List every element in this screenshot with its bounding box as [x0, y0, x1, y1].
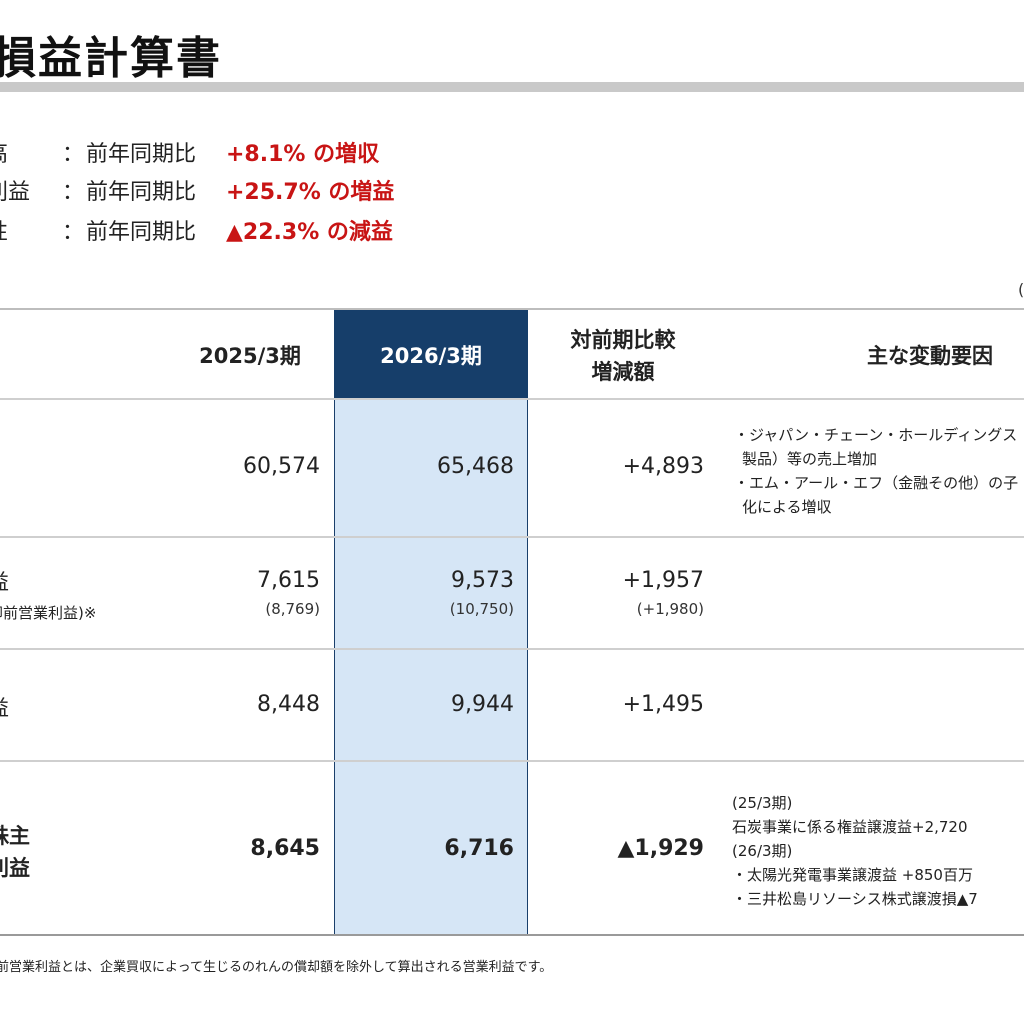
row2-label-sub: 却前営業利益)※	[0, 604, 97, 622]
row3-prev: 8,448	[257, 692, 320, 717]
summary-label: 高	[0, 136, 8, 168]
table-row-divider	[0, 536, 1024, 538]
row3-diff: +1,495	[622, 692, 704, 717]
row2-curr: 9,573	[451, 568, 514, 593]
row4-label-line2: 利益	[0, 856, 30, 880]
header-prev-period: 2025/3期	[199, 344, 301, 368]
summary-value: +8.1% の増収	[226, 142, 380, 167]
summary-value: ▲22.3% の減益	[226, 220, 393, 245]
summary-value: +25.7% の増益	[226, 180, 395, 205]
current-period-header-bg	[334, 308, 528, 400]
row4-note: 石炭事業に係る権益譲渡益+2,720	[732, 818, 968, 836]
current-period-column	[334, 308, 528, 936]
row1-curr: 65,468	[437, 454, 514, 479]
summary-comparison: 前年同期比	[86, 142, 197, 167]
row2-prev: 7,615	[257, 568, 320, 593]
summary-label: 利益	[0, 180, 31, 205]
row4-diff: ▲1,929	[617, 836, 704, 861]
row4-note: ・三井松島リソーシス株式譲渡損▲7	[732, 890, 978, 908]
header-curr-period: 2026/3期	[380, 344, 482, 368]
unit-label: (	[1018, 280, 1024, 299]
row1-prev: 60,574	[243, 454, 320, 479]
table-row-divider	[0, 760, 1024, 762]
row4-prev: 8,645	[250, 836, 320, 861]
row1-note: ・エム・アール・エフ（金融その他）の子	[734, 474, 1019, 492]
header-diff-line1: 対前期比較	[570, 328, 676, 352]
row4-note: ・太陽光発電事業譲渡益 +850百万	[732, 866, 973, 884]
page-title: 損益計算書	[0, 33, 222, 84]
summary-colon: ：	[62, 180, 85, 205]
summary-label: 性	[0, 214, 8, 246]
table-row-divider	[0, 648, 1024, 650]
row2-prev-sub: (8,769)	[265, 600, 320, 618]
row1-note: 製品）等の売上増加	[742, 450, 878, 468]
row4-note: (25/3期)	[732, 794, 793, 812]
row4-curr: 6,716	[444, 836, 514, 861]
row4-note: (26/3期)	[732, 842, 793, 860]
row1-diff: +4,893	[622, 454, 704, 479]
summary-comparison: 前年同期比	[86, 220, 197, 245]
table-bottom-rule	[0, 934, 1024, 936]
table-header-rule	[0, 398, 1024, 400]
title-underline	[0, 82, 1024, 92]
row3-label: 益	[0, 692, 9, 722]
row2-diff: +1,957	[622, 568, 704, 593]
summary-comparison: 前年同期比	[86, 180, 197, 205]
row2-label: 益	[0, 566, 9, 596]
row1-note: ・ジャパン・チェーン・ホールディングス（産	[734, 426, 1024, 444]
row3-curr: 9,944	[451, 692, 514, 717]
summary-colon: ：	[62, 220, 85, 245]
header-factors: 主な変動要因	[867, 344, 993, 368]
row1-note: 化による増収	[742, 498, 832, 516]
table-top-rule	[0, 308, 1024, 310]
row2-curr-sub: (10,750)	[449, 600, 514, 618]
summary-colon: ：	[62, 142, 85, 167]
footnote: 前営業利益とは、企業買収によって生じるのれんの償却額を除外して算出される営業利益…	[0, 960, 553, 975]
row2-diff-sub: (+1,980)	[636, 600, 704, 618]
header-diff-line2: 増減額	[591, 360, 655, 384]
row4-label-line1: 株主	[0, 824, 30, 848]
